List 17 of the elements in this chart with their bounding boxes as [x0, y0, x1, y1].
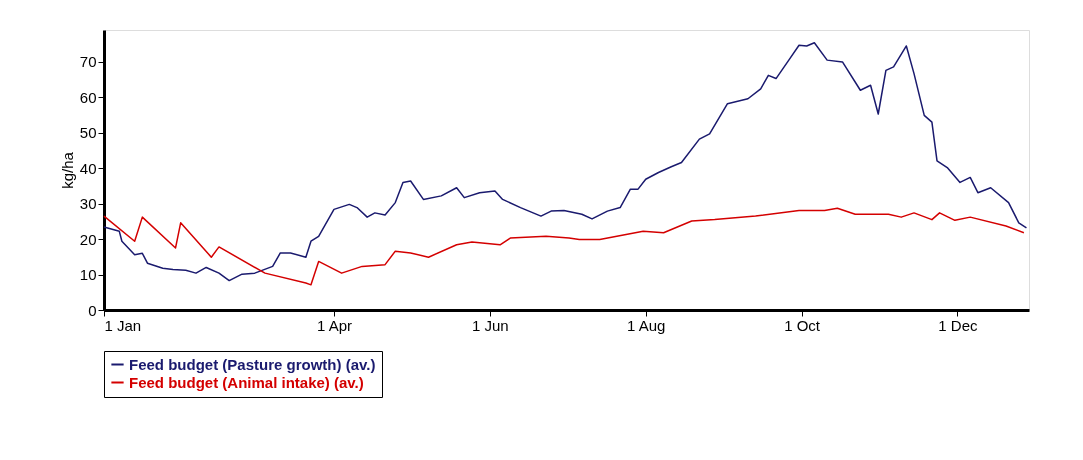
y-axis-title: kg/ha	[58, 151, 76, 189]
x-tick-label: 1 Apr	[316, 316, 352, 334]
y-tick-label: 10	[79, 266, 97, 284]
legend-label: Feed budget (Pasture growth) (av.)	[129, 355, 376, 373]
x-tick-label: 1 Jun	[471, 316, 509, 334]
legend-label: Feed budget (Animal intake) (av.)	[129, 373, 364, 391]
x-tick-label: 1 Dec	[938, 316, 979, 334]
y-tick-label: 70	[79, 53, 97, 71]
y-tick-label: 40	[79, 159, 97, 177]
x-tick-label: 1 Aug	[627, 316, 666, 334]
x-tick-label: 1 Oct	[784, 316, 821, 334]
y-tick-label: 50	[79, 124, 97, 142]
x-tick-label: 1 Jan	[104, 316, 142, 334]
y-tick-label: 0	[88, 301, 97, 319]
y-tick-label: 30	[79, 195, 97, 213]
y-tick-label: 20	[79, 230, 97, 248]
y-tick-label: 60	[79, 88, 97, 106]
